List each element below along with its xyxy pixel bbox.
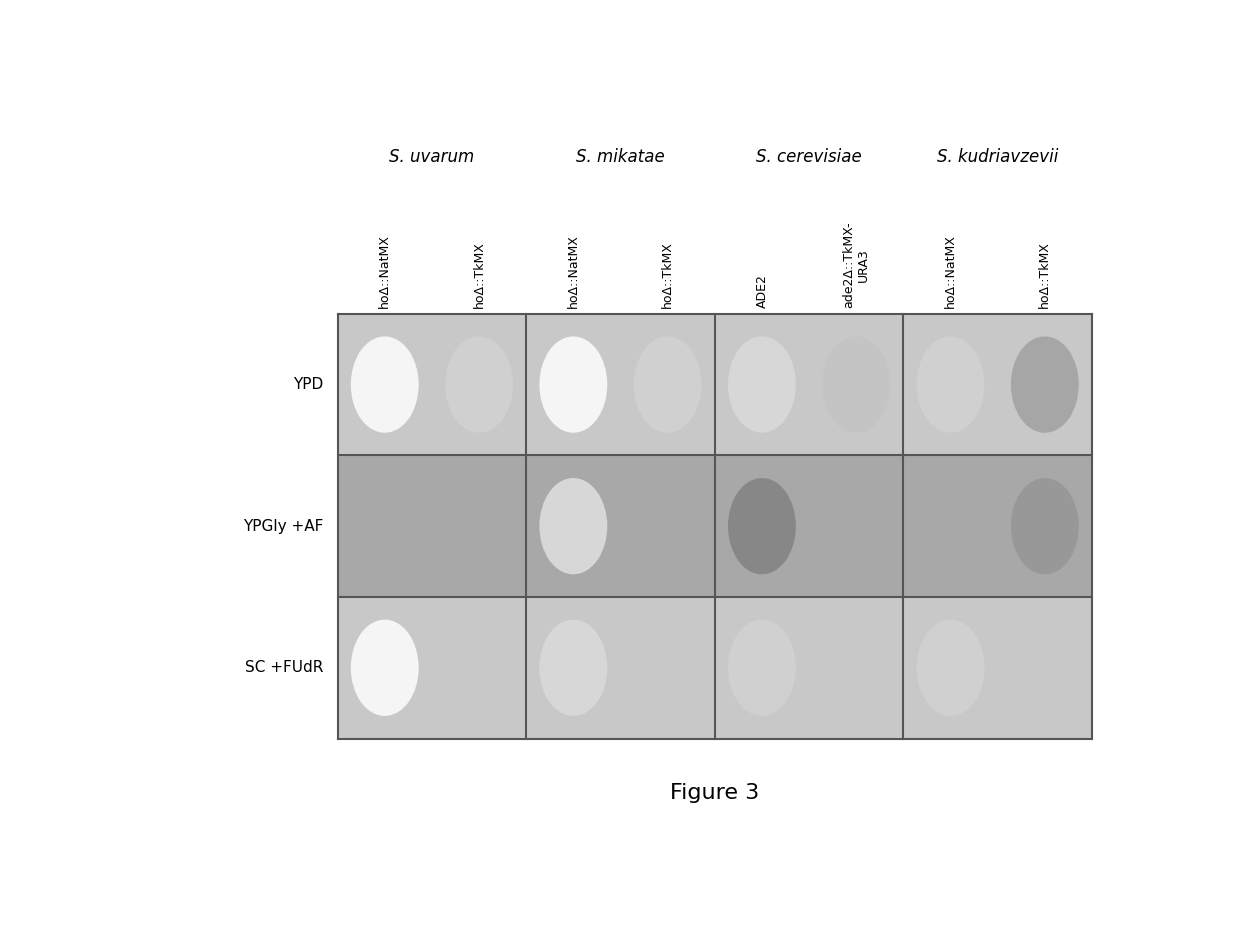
Text: S. uvarum: S. uvarum [389, 148, 475, 166]
Ellipse shape [351, 337, 419, 433]
Ellipse shape [1011, 337, 1079, 433]
Text: hoΔ::TkMX: hoΔ::TkMX [1038, 241, 1052, 308]
Bar [337, 314, 1092, 455]
Text: Figure 3: Figure 3 [670, 783, 759, 802]
Ellipse shape [539, 620, 608, 716]
Text: hoΔ::NatMX: hoΔ::NatMX [944, 234, 957, 308]
Text: SC +FUdR: SC +FUdR [244, 660, 324, 675]
Text: YPGly +AF: YPGly +AF [243, 519, 324, 534]
Ellipse shape [728, 337, 796, 433]
Ellipse shape [539, 337, 608, 433]
Text: ADE2: ADE2 [755, 274, 769, 308]
Text: hoΔ::NatMX: hoΔ::NatMX [378, 234, 392, 308]
Ellipse shape [445, 337, 513, 433]
Text: YPD: YPD [293, 377, 324, 392]
Text: hoΔ::TkMX: hoΔ::TkMX [661, 241, 675, 308]
Bar [337, 455, 1092, 597]
Ellipse shape [728, 620, 796, 716]
Text: hoΔ::TkMX: hoΔ::TkMX [472, 241, 486, 308]
Text: ade2Δ::TkMX-
URA3: ade2Δ::TkMX- URA3 [842, 222, 870, 308]
Ellipse shape [539, 478, 608, 574]
Text: S. kudriavzevii: S. kudriavzevii [937, 148, 1059, 166]
Text: S. cerevisiae: S. cerevisiae [756, 148, 862, 166]
Ellipse shape [822, 337, 890, 433]
Bar [337, 597, 1092, 739]
Ellipse shape [728, 478, 796, 574]
Ellipse shape [351, 620, 419, 716]
Ellipse shape [916, 337, 985, 433]
Ellipse shape [1011, 478, 1079, 574]
Ellipse shape [634, 337, 702, 433]
Text: S. mikatae: S. mikatae [577, 148, 665, 166]
Ellipse shape [916, 620, 985, 716]
Text: hoΔ::NatMX: hoΔ::NatMX [567, 234, 580, 308]
